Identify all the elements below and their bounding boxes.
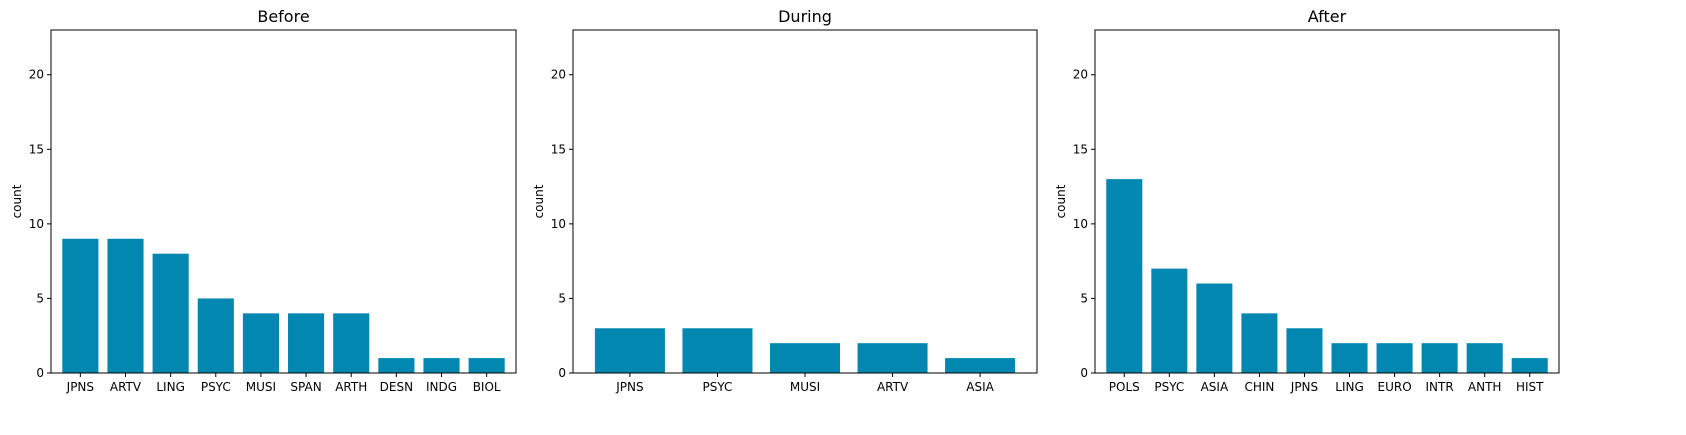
y-tick-label: 20: [551, 68, 566, 82]
x-tick-label: MUSI: [790, 380, 820, 394]
bar-anth: [1466, 343, 1503, 373]
chart-panel-1: Before count 0 5 10 15 20 JPNS ARTV LING PSYC MUSI S…: [10, 7, 517, 394]
plot-frame: [50, 29, 517, 374]
x-tick-label: JPNS: [1290, 380, 1318, 394]
chart-panel-3: After count 0 5 10 15 20 POLS PSYC ASIA CHIN JPNS LI…: [1054, 7, 1560, 394]
x-tick-label: ANTH: [1468, 380, 1502, 394]
x-tick-label: INTR: [1426, 380, 1454, 394]
x-tick-label: BIOL: [473, 380, 501, 394]
bar-psyc: [197, 298, 234, 373]
x-tick-label: ARTV: [110, 380, 142, 394]
bar-musi: [242, 313, 279, 373]
bar-hist: [1511, 358, 1548, 373]
x-tick-label: DESN: [380, 380, 413, 394]
bar-jpns: [594, 328, 665, 373]
bar-chin: [1241, 313, 1278, 373]
y-axis-label: count: [532, 184, 546, 218]
y-tick-label: 0: [36, 366, 44, 380]
y-tick-label: 5: [1080, 291, 1088, 305]
bar-indg: [423, 358, 460, 373]
y-tick-label: 15: [1073, 142, 1088, 156]
y-axis-label: count: [10, 184, 24, 218]
x-tick-label: ARTH: [335, 380, 367, 394]
x-tick-label: POLS: [1109, 380, 1140, 394]
bar-psyc: [682, 328, 753, 373]
bar-artv: [107, 238, 144, 373]
y-tick-label: 10: [29, 217, 44, 231]
bar-ling: [1331, 343, 1368, 373]
y-tick-label: 20: [29, 68, 44, 82]
bar-jpns: [1286, 328, 1323, 373]
y-axis-label: count: [1054, 184, 1068, 218]
chart-panel-2: During count 0 5 10 15 20 JPNS PSYC MUSI ARTV ASIA: [532, 7, 1038, 394]
x-tick-label: SPAN: [290, 380, 321, 394]
bar-intr: [1421, 343, 1458, 373]
chart-title: During: [778, 7, 832, 26]
bar-desn: [378, 358, 415, 373]
x-tick-label: ASIA: [966, 380, 994, 394]
plot-frame: [1094, 29, 1560, 374]
y-tick-label: 15: [551, 142, 566, 156]
x-tick-label: MUSI: [246, 380, 276, 394]
bar-jpns: [62, 238, 99, 373]
y-tick-label: 0: [1080, 366, 1088, 380]
y-tick-label: 15: [29, 142, 44, 156]
x-tick-label: CHIN: [1244, 380, 1274, 394]
bar-psyc: [1151, 268, 1188, 373]
x-tick-label: ARTV: [877, 380, 909, 394]
y-tick-label: 10: [1073, 217, 1088, 231]
bar-musi: [769, 343, 841, 373]
chart-title: Before: [257, 7, 309, 26]
x-tick-label: INDG: [426, 380, 457, 394]
x-tick-label: JPNS: [615, 380, 643, 394]
y-tick-label: 20: [1073, 68, 1088, 82]
bar-pols: [1106, 179, 1143, 373]
x-tick-label: JPNS: [66, 380, 94, 394]
bar-ling: [152, 253, 189, 373]
bar-asia: [1196, 283, 1233, 373]
x-tick-label: LING: [156, 380, 185, 394]
y-tick-label: 10: [551, 217, 566, 231]
bar-arth: [333, 313, 370, 373]
x-tick-label: ASIA: [1201, 380, 1229, 394]
chart-title: After: [1308, 7, 1347, 26]
x-tick-label: LING: [1335, 380, 1364, 394]
x-tick-label: PSYC: [702, 380, 732, 394]
x-tick-label: HIST: [1516, 380, 1544, 394]
bar-artv: [857, 343, 928, 373]
x-tick-label: PSYC: [201, 380, 231, 394]
plot-frame: [572, 29, 1038, 374]
y-tick-label: 5: [558, 291, 566, 305]
x-tick-label: EURO: [1377, 380, 1411, 394]
y-tick-label: 0: [558, 366, 566, 380]
bar-asia: [945, 358, 1016, 373]
bar-span: [288, 313, 325, 373]
x-tick-label: PSYC: [1154, 380, 1184, 394]
y-tick-label: 5: [36, 291, 44, 305]
bar-biol: [468, 358, 505, 373]
bar-euro: [1376, 343, 1413, 373]
